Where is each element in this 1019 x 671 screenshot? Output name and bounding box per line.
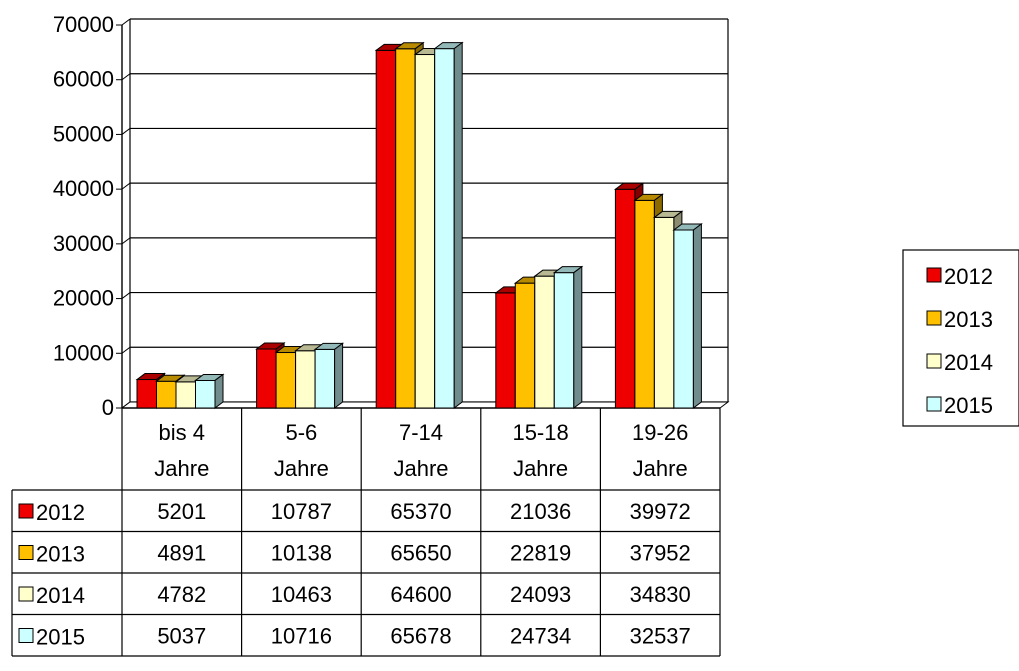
- bar-side: [573, 265, 583, 409]
- data-label: 65678: [390, 624, 451, 649]
- y-tick-label: 20000: [53, 286, 114, 311]
- bar-2015-4: [672, 222, 703, 409]
- data-label: 10787: [271, 499, 332, 524]
- table-legend-key: [18, 503, 34, 519]
- data-label: 5201: [157, 499, 206, 524]
- data-label: 32537: [630, 624, 691, 649]
- bar-front: [175, 381, 196, 409]
- table-legend-key: [18, 545, 34, 560]
- category-label: Jahre: [154, 456, 209, 481]
- data-label: 34830: [630, 582, 691, 607]
- bar-front: [256, 348, 277, 409]
- y-tick-label: 40000: [53, 176, 114, 201]
- data-label: 24734: [510, 624, 571, 649]
- bar-2015-1: [313, 342, 345, 409]
- gridline-depth: [121, 346, 131, 354]
- bar-front: [673, 229, 694, 409]
- bar-side: [214, 373, 224, 409]
- category-label: 19-26: [632, 420, 688, 445]
- legend-key: [926, 353, 942, 369]
- bar-front: [514, 282, 536, 409]
- bar-front: [195, 379, 216, 409]
- category-label: 7-14: [399, 420, 443, 445]
- category-label: 15-18: [512, 420, 568, 445]
- data-label: 10138: [271, 541, 332, 566]
- gridline-depth: [121, 73, 131, 81]
- legend-key: [926, 396, 942, 412]
- bar-front: [275, 352, 297, 409]
- legend-label: 2015: [944, 393, 993, 418]
- bar-front: [614, 188, 636, 409]
- data-label: 24093: [510, 582, 571, 607]
- bars: [135, 41, 703, 409]
- table-series-label: 2015: [36, 625, 85, 650]
- bar-front: [314, 348, 336, 409]
- y-tick-label: 10000: [53, 340, 114, 365]
- category-label: 5-6: [286, 420, 318, 445]
- legend-label: 2012: [944, 264, 993, 289]
- bar-front: [136, 379, 157, 409]
- legend-box: [902, 249, 1019, 427]
- category-label: Jahre: [274, 456, 329, 481]
- gridline-depth: [121, 128, 131, 135]
- bar-front: [375, 49, 397, 409]
- data-label: 4782: [157, 582, 206, 607]
- table-series-label: 2014: [36, 583, 85, 608]
- gridline-depth: [121, 237, 131, 245]
- bar-2015-0: [194, 373, 225, 409]
- bar-front: [634, 199, 655, 409]
- bar-front: [653, 216, 675, 409]
- legend: 2012 2013 2014 2015: [902, 249, 1019, 427]
- bar-front: [414, 54, 436, 409]
- bar-2015-2: [433, 41, 464, 409]
- bar-front: [553, 272, 575, 409]
- y-tick-label: 0: [102, 395, 114, 420]
- gridline-depth: [121, 18, 131, 26]
- data-label: 39972: [630, 499, 691, 524]
- table-legend-key: [18, 628, 34, 643]
- category-label: Jahre: [513, 456, 568, 481]
- legend-label: 2013: [944, 307, 993, 332]
- bar-front: [495, 292, 516, 409]
- data-label: 65650: [390, 541, 451, 566]
- gridline-depth: [121, 182, 131, 190]
- y-tick-label: 30000: [53, 231, 114, 256]
- gridline-depth: [121, 292, 131, 299]
- data-label: 22819: [510, 541, 571, 566]
- bar-side: [334, 342, 344, 409]
- category-label: bis 4: [159, 420, 205, 445]
- legend-key: [926, 310, 942, 326]
- table-series-label: 2012: [36, 500, 85, 525]
- bar-front: [156, 380, 177, 409]
- y-tick-label: 50000: [53, 121, 114, 146]
- data-label: 5037: [157, 624, 206, 649]
- data-label: 65370: [390, 499, 451, 524]
- y-tick-label: 70000: [53, 12, 114, 37]
- bar-front: [434, 48, 455, 409]
- data-label: 10463: [271, 582, 332, 607]
- bar-front: [534, 275, 555, 409]
- legend-key: [926, 267, 942, 283]
- data-label: 37952: [630, 541, 691, 566]
- data-label: 10716: [271, 624, 332, 649]
- data-table: bis 4 Jahre 5-6 Jahre 7-14 Jahre 15-18 Jahre 19-…: [11, 408, 721, 657]
- bar-front: [295, 350, 316, 409]
- bar-side: [453, 41, 463, 409]
- bar-front: [395, 48, 416, 409]
- table-legend-key: [18, 586, 34, 602]
- bar-2015-3: [552, 265, 584, 409]
- category-label: Jahre: [633, 456, 688, 481]
- data-label: 21036: [510, 499, 571, 524]
- bar-2013-4: [633, 193, 664, 409]
- data-label: 4891: [157, 541, 206, 566]
- data-label: 64600: [390, 582, 451, 607]
- table-series-label: 2013: [36, 542, 85, 567]
- bar-side: [692, 222, 702, 409]
- legend-label: 2014: [944, 350, 993, 375]
- category-label: Jahre: [393, 456, 448, 481]
- y-tick-label: 60000: [53, 67, 114, 92]
